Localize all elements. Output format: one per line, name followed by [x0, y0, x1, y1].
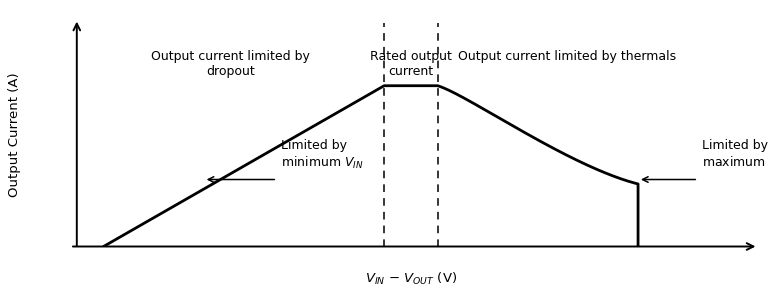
Text: Rated output
current: Rated output current [370, 50, 452, 78]
Text: Limited by
maximum $V_{IN}$: Limited by maximum $V_{IN}$ [701, 139, 768, 171]
Text: Output current limited by thermals: Output current limited by thermals [458, 50, 676, 63]
Text: $V_{IN}$ $-$ $V_{OUT}$ (V): $V_{IN}$ $-$ $V_{OUT}$ (V) [365, 271, 457, 287]
Text: Limited by
minimum $V_{IN}$: Limited by minimum $V_{IN}$ [280, 139, 363, 171]
Text: Output current limited by
dropout: Output current limited by dropout [151, 50, 310, 78]
Text: Output Current (A): Output Current (A) [8, 72, 21, 197]
